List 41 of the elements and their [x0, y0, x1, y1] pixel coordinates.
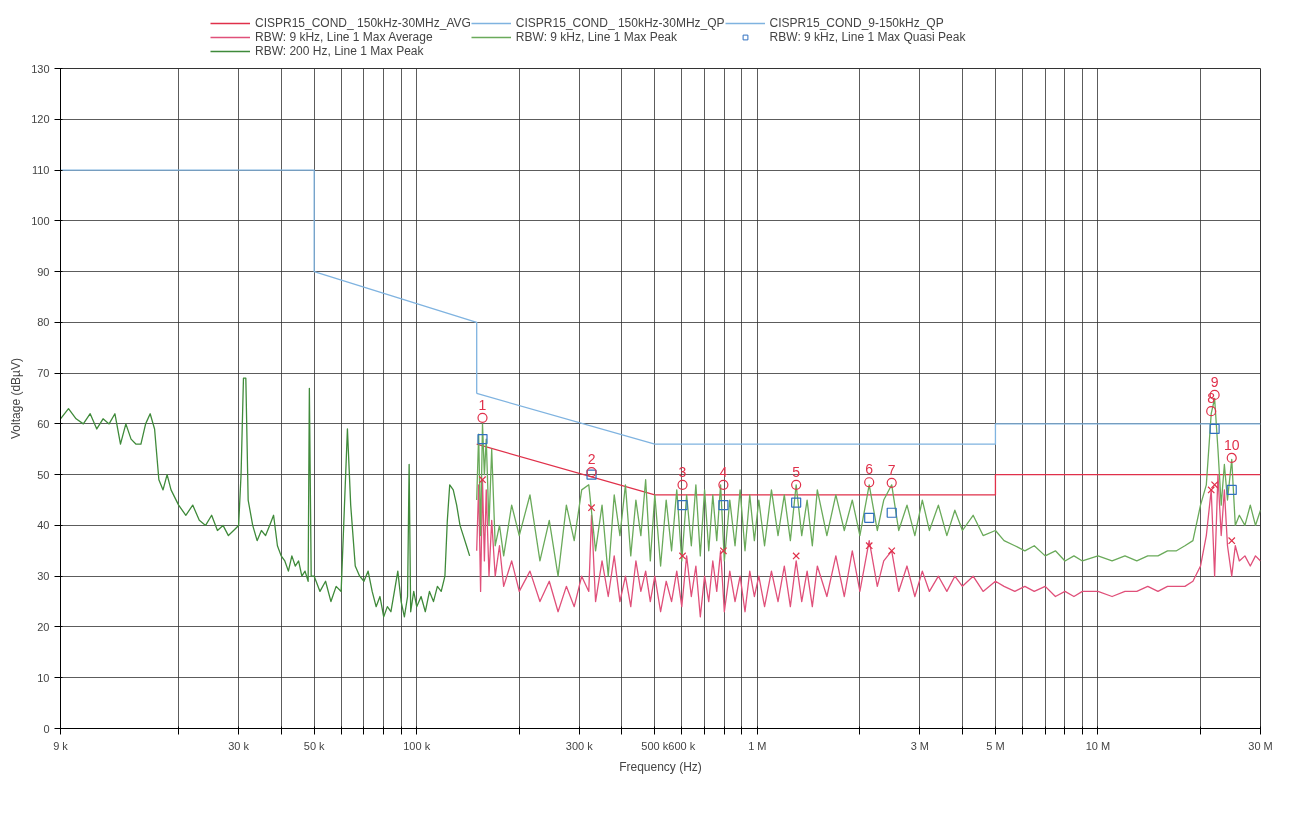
x-tick-label: 600 k — [668, 739, 696, 752]
y-tick-label: 70 — [37, 367, 50, 380]
annotation: 1 — [478, 396, 487, 413]
x-tick-label: 3 M — [910, 739, 930, 752]
legend-label: RBW: 9 kHz, Line 1 Max Peak — [515, 30, 678, 44]
x-tick-label: 500 k — [641, 739, 669, 752]
legend-label: CISPR15_COND_9-150kHz_QP — [769, 16, 944, 30]
y-tick-label: 80 — [37, 316, 50, 329]
y-tick-label: 120 — [31, 113, 50, 126]
x-tick-label: 100 k — [403, 739, 431, 752]
x-tick-label: 9 k — [53, 739, 69, 752]
y-tick-label: 30 — [37, 570, 50, 583]
y-tick-label: 110 — [31, 164, 50, 177]
legend-label: RBW: 9 kHz, Line 1 Max Average — [255, 30, 433, 44]
y-tick-label: 0 — [43, 722, 50, 735]
y-axis-title: Voltage (dBµV) — [9, 358, 24, 439]
x-axis-title: Frequency (Hz) — [619, 759, 702, 774]
y-tick-label: 90 — [37, 265, 50, 278]
legend-label: RBW: 9 kHz, Line 1 Max Quasi Peak — [769, 30, 966, 44]
annotation: 9 — [1210, 373, 1219, 390]
y-tick-label: 50 — [37, 468, 50, 481]
y-tick-label: 10 — [37, 671, 50, 684]
x-tick-label: 50 k — [303, 739, 326, 752]
annotation: 6 — [865, 461, 874, 478]
x-tick-label: 10 M — [1085, 739, 1111, 752]
y-tick-label: 100 — [31, 214, 50, 227]
legend-label: CISPR15_COND_ 150kHz-30MHz_QP — [515, 16, 725, 30]
y-tick-label: 20 — [37, 620, 50, 633]
y-tick-label: 130 — [31, 62, 50, 75]
legend-label: RBW: 200 Hz, Line 1 Max Peak — [255, 44, 424, 58]
annotation: 10 — [1223, 436, 1240, 453]
x-tick-label: 30 k — [228, 739, 250, 752]
annotation: 7 — [887, 461, 896, 478]
y-tick-label: 60 — [37, 417, 50, 430]
annotation: 2 — [587, 451, 596, 468]
x-tick-label: 300 k — [565, 739, 594, 752]
y-tick-label: 40 — [37, 519, 50, 532]
legend-label: CISPR15_COND_ 150kHz-30MHz_AVG — [255, 16, 471, 30]
x-tick-label: 5 M — [986, 739, 1005, 752]
x-tick-label: 30 M — [1248, 739, 1273, 752]
x-tick-label: 1 M — [748, 739, 767, 752]
